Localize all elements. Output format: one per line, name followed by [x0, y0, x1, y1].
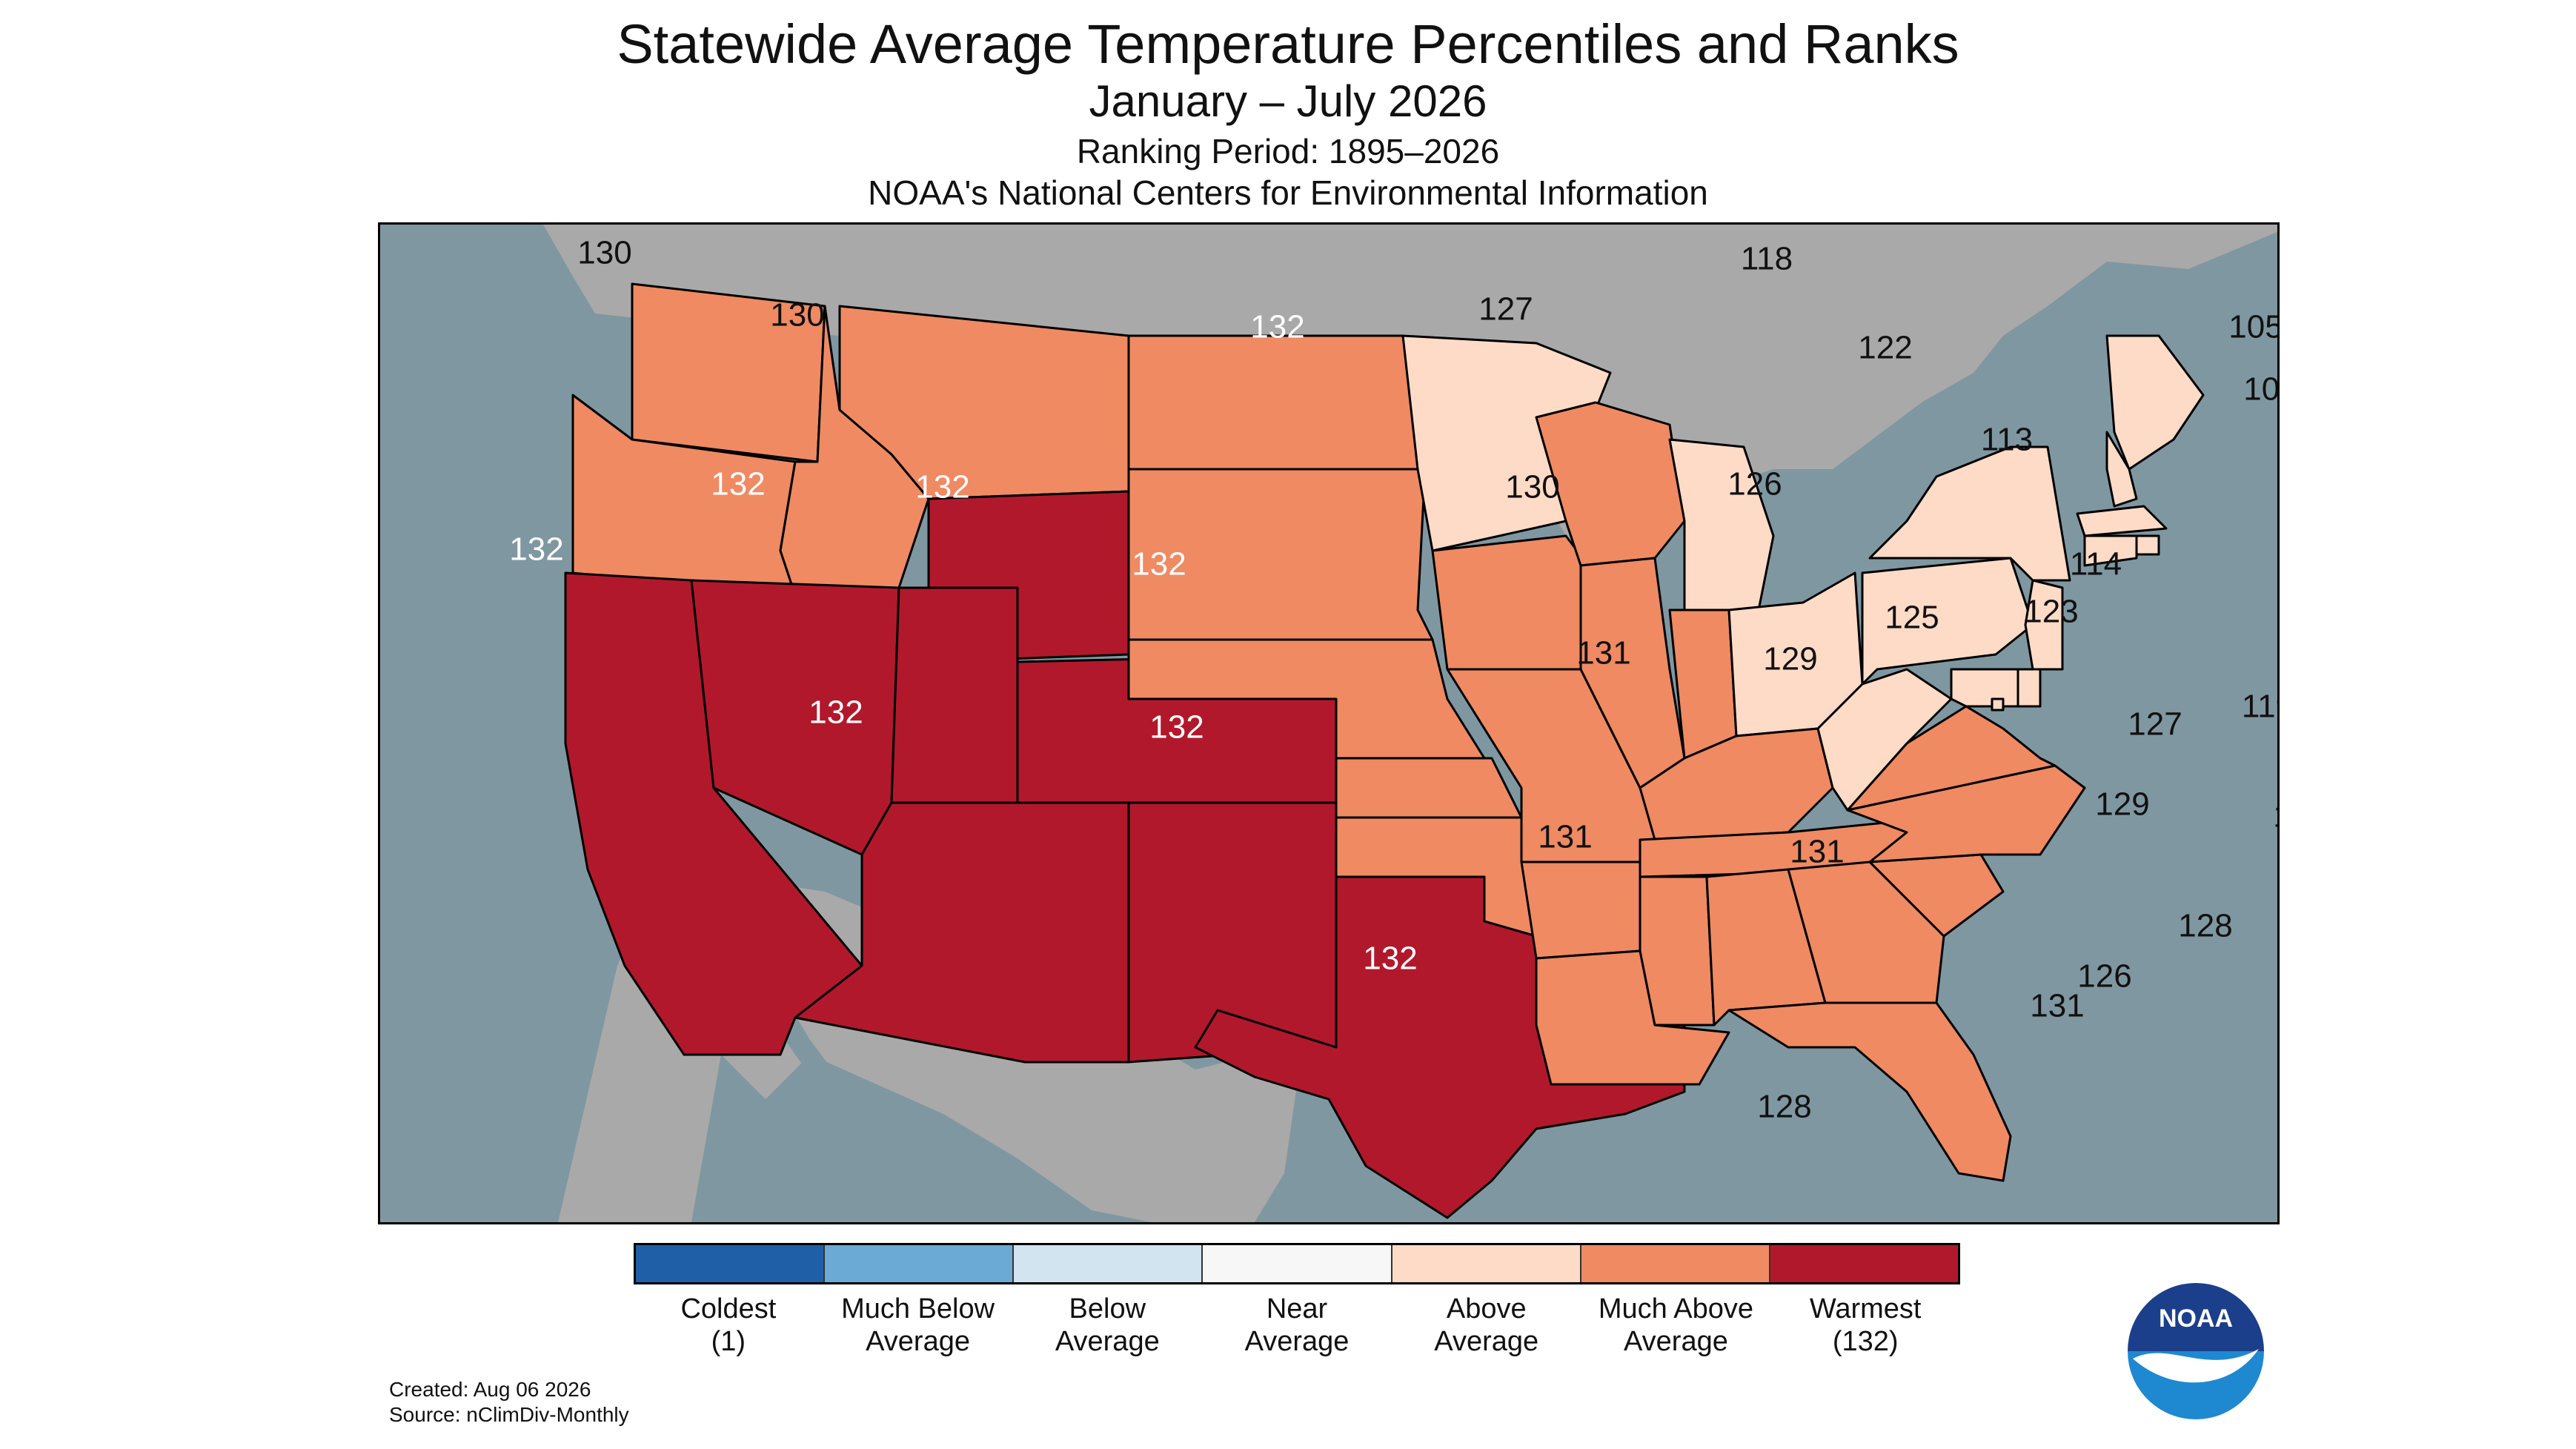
ranking-period: Ranking Period: 1895–2026: [1076, 132, 1500, 170]
legend-swatch-near: [1201, 1245, 1391, 1282]
state-nc: [1846, 764, 2086, 863]
state-dc: [1991, 697, 2005, 712]
rank-label-ny: 105: [2228, 309, 2277, 345]
state-nh: [2105, 431, 2138, 508]
map-subtitle: January – July 2026: [1089, 76, 1487, 126]
rank-label-mi: 113: [1981, 422, 2033, 458]
rank-label-pa: 108: [2243, 371, 2277, 408]
state-layer: [564, 282, 2205, 1219]
legend-label-line2: Average: [866, 1326, 970, 1357]
state-ct: [2083, 534, 2138, 567]
legend-label-line2: Average: [1624, 1326, 1728, 1357]
legend-label-line2: Average: [1055, 1326, 1160, 1357]
noaa-logo-text: NOAA: [2159, 1304, 2233, 1333]
rank-label-in: 123: [2024, 594, 2078, 630]
legend-label-line1: Coldest: [680, 1293, 777, 1324]
legend-label-much-above: Much Above Average: [1581, 1293, 1771, 1358]
state-ri: [2135, 534, 2160, 556]
legend-label-line1: Much Above: [1598, 1293, 1754, 1324]
legend-label-much-below: Much Below Average: [823, 1293, 1013, 1358]
rank-label-al: 126: [2077, 958, 2131, 995]
state-ar: [1520, 861, 1656, 960]
state-az: [794, 801, 1130, 1064]
rank-label-id: 130: [770, 297, 824, 334]
rank-label-tn: 129: [2095, 786, 2149, 823]
state-wi: [1535, 401, 1686, 567]
rank-label-mn: 118: [1741, 241, 1793, 277]
rank-label-ok: 131: [1538, 819, 1592, 855]
state-de: [2016, 668, 2042, 708]
map-title: Statewide Average Temperature Percentile…: [617, 13, 1959, 75]
rank-label-oh: 114: [2070, 546, 2122, 583]
legend-label-line2: (132): [1832, 1326, 1899, 1357]
rank-label-wv: 119: [2242, 689, 2277, 725]
map-panel: 127 130 130 131 132 132 132 132 132 132 132 132 125 1…: [378, 222, 2280, 1224]
rank-label-ia: 126: [1727, 466, 1782, 503]
legend-swatch-coldest: [636, 1245, 824, 1282]
state-wv: [1816, 668, 1953, 812]
rank-label-nm: 132: [1149, 709, 1204, 746]
state-fl: [1727, 1001, 2012, 1182]
rank-label-ky: 127: [2128, 706, 2182, 743]
legend-label-line2: Average: [1244, 1326, 1350, 1357]
state-sd: [1127, 468, 1434, 641]
legend-label-line2: Average: [1434, 1326, 1539, 1357]
us-state-map: 127 130 130 131 132 132 132 132 132 132 132 132 125 1…: [380, 225, 2277, 1222]
footer: Created: Aug 06 2026 Source: nClimDiv-Mo…: [389, 1377, 629, 1428]
rank-label-sd: 127: [1478, 291, 1533, 328]
mexico-land: [380, 862, 1299, 1222]
rank-label-az: 132: [809, 694, 863, 731]
rank-label-ga: 128: [2178, 908, 2232, 944]
legend-label-above: Above Average: [1392, 1293, 1581, 1358]
rank-label-ar: 131: [1790, 834, 1844, 870]
rank-label-ut: 132: [915, 469, 969, 505]
state-ks: [1335, 757, 1523, 819]
state-ms: [1639, 875, 1716, 1027]
legend-label-line2: (1): [711, 1326, 746, 1357]
legend-label-below: Below Average: [1012, 1293, 1202, 1358]
state-ma: [2076, 505, 2168, 537]
state-nd: [1127, 334, 1427, 471]
legend-label-line1: Below: [1069, 1293, 1146, 1324]
legend-swatch-much-above: [1579, 1245, 1769, 1282]
rank-label-ca: 132: [509, 531, 563, 568]
rank-label-sc: 124: [2273, 798, 2277, 835]
legend-label-line1: Above: [1446, 1293, 1527, 1324]
legend-swatch-much-below: [823, 1245, 1013, 1282]
agency-name: NOAA's National Centers for Environmenta…: [868, 173, 1708, 212]
state-me: [2105, 334, 2205, 471]
legend-label-line1: Near: [1266, 1293, 1328, 1324]
source-text: Source: nClimDiv-Monthly: [389, 1403, 629, 1426]
legend-swatch-warmest: [1768, 1245, 1958, 1282]
rank-label-il: 125: [1885, 600, 1939, 636]
rank-label-co: 132: [1132, 546, 1186, 583]
state-nj: [2024, 579, 2064, 671]
legend-color-bar: [634, 1243, 1960, 1284]
state-md: [1950, 668, 2019, 708]
rank-labels: 127 130 130 131 132 132 132 132 132 132 132 132 125 1…: [509, 235, 2277, 1125]
legend-swatch-below: [1012, 1245, 1202, 1282]
legend-labels: Coldest (1) Much Below Average Below Average N…: [634, 1293, 1960, 1358]
legend-label-coldest: Coldest (1): [634, 1293, 823, 1358]
rank-label-mo: 129: [1763, 641, 1817, 677]
rank-label-la: 128: [1757, 1089, 1811, 1125]
rank-label-ms: 131: [2030, 988, 2084, 1024]
state-ny: [1868, 445, 2071, 582]
legend-label-warmest: Warmest (132): [1770, 1293, 1960, 1358]
legend-label-near: Near Average: [1202, 1293, 1392, 1358]
rank-label-nv: 132: [711, 466, 765, 503]
legend-swatch-above: [1390, 1245, 1580, 1282]
rank-label-wy: 132: [1250, 309, 1304, 345]
noaa-logo-icon: NOAA: [2128, 1283, 2264, 1419]
legend-label-line1: Warmest: [1809, 1293, 1922, 1324]
created-date: Created: Aug 06 2026: [389, 1378, 591, 1401]
rank-label-or: 130: [577, 235, 631, 271]
rank-label-wi: 122: [1858, 330, 1912, 366]
rank-label-ne: 130: [1505, 469, 1559, 505]
rank-label-ks: 131: [1576, 635, 1630, 672]
legend-label-line1: Much Below: [841, 1293, 995, 1324]
rank-label-tx: 132: [1363, 941, 1417, 977]
